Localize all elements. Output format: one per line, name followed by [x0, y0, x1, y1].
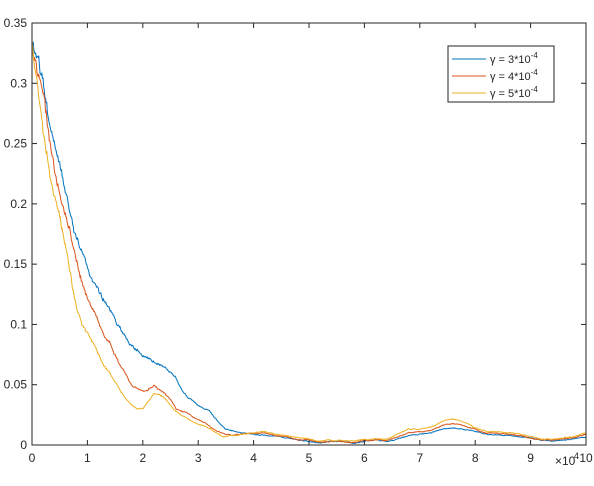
x-tick-label: 1 — [84, 451, 91, 465]
y-tick-labels: 0 0.05 0.1 0.15 0.2 0.25 0.3 0.35 — [4, 16, 28, 452]
y-tick-label: 0.2 — [10, 197, 27, 211]
x-tick-label: 3 — [195, 451, 202, 465]
x-tick-label: 6 — [361, 451, 368, 465]
y-tick-label: 0.05 — [4, 378, 28, 392]
series-line-3 — [31, 41, 587, 442]
legend-label-3: γ = 5*10-4 — [490, 85, 538, 100]
x-tick-label: 10 — [579, 451, 593, 465]
y-tick-label: 0.3 — [10, 76, 27, 90]
ticks-layer — [31, 22, 587, 446]
x-tick-label: 5 — [306, 451, 313, 465]
legend-label-exponent: -4 — [531, 68, 539, 77]
y-tick-label: 0.1 — [10, 317, 27, 331]
x-tick-label: 9 — [527, 451, 534, 465]
legend-label-1: γ = 3*10-4 — [490, 51, 538, 66]
y-tick-label: 0 — [20, 438, 27, 452]
x-axis-multiplier: ×10 4 — [555, 451, 579, 468]
legend-label-exponent: -4 — [531, 85, 539, 94]
x-tick-labels: 0 1 2 3 4 5 6 7 8 9 10 — [29, 451, 593, 465]
x-tick-label: 8 — [472, 451, 479, 465]
legend: γ = 3*10-4 γ = 4*10-4 γ = 5*10-4 — [447, 45, 555, 103]
x-tick-label: 0 — [29, 451, 36, 465]
x-tick-label: 4 — [250, 451, 257, 465]
y-tick-label: 0.15 — [4, 257, 28, 271]
y-tick-label: 0.35 — [4, 16, 28, 30]
legend-label-2: γ = 4*10-4 — [490, 68, 538, 83]
x-tick-label: 2 — [139, 451, 146, 465]
x-multiplier-base: ×10 — [555, 454, 576, 468]
y-tick-label: 0.25 — [4, 137, 28, 151]
legend-label-exponent: -4 — [531, 51, 539, 60]
x-multiplier-exponent: 4 — [574, 451, 579, 461]
x-tick-label: 7 — [416, 451, 423, 465]
